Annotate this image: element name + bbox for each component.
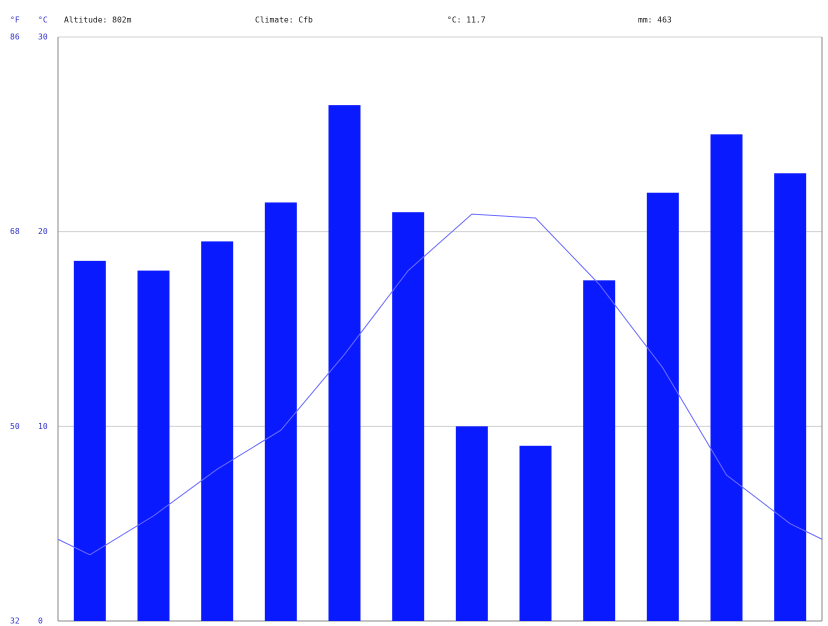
temp-wrap	[789, 523, 823, 540]
c-tick-label: 20	[38, 227, 48, 236]
precip-bar	[328, 105, 361, 622]
precip-bar	[710, 134, 743, 622]
temp-line	[89, 213, 791, 556]
temp-wrap	[57, 538, 91, 556]
f-tick-label: 86	[10, 33, 20, 42]
c-tick-label: 30	[38, 33, 48, 42]
precip-bar	[519, 445, 552, 621]
climate: Climate: Cfb	[255, 16, 313, 25]
f-tick-label: 68	[10, 227, 20, 236]
precip-bar	[73, 260, 106, 621]
precip-bar	[583, 280, 616, 621]
precip-bar	[392, 212, 425, 621]
precip-total: mm: 463	[638, 16, 672, 25]
precip-bar	[201, 241, 234, 621]
precip-bar	[137, 270, 170, 621]
c-tick-label: 0	[38, 617, 43, 626]
f-tick-label: 50	[10, 422, 20, 431]
precip-bar	[455, 426, 488, 621]
precip-bar	[646, 192, 679, 621]
avg-temp: °C: 11.7	[447, 16, 486, 25]
celsius-unit: °C	[38, 16, 48, 25]
precip-bar	[774, 173, 807, 621]
c-tick-label: 10	[38, 422, 48, 431]
f-tick-label: 32	[10, 617, 20, 626]
altitude: Altitude: 802m	[64, 16, 132, 25]
fahrenheit-unit: °F	[10, 16, 20, 25]
precip-bar	[264, 202, 297, 621]
